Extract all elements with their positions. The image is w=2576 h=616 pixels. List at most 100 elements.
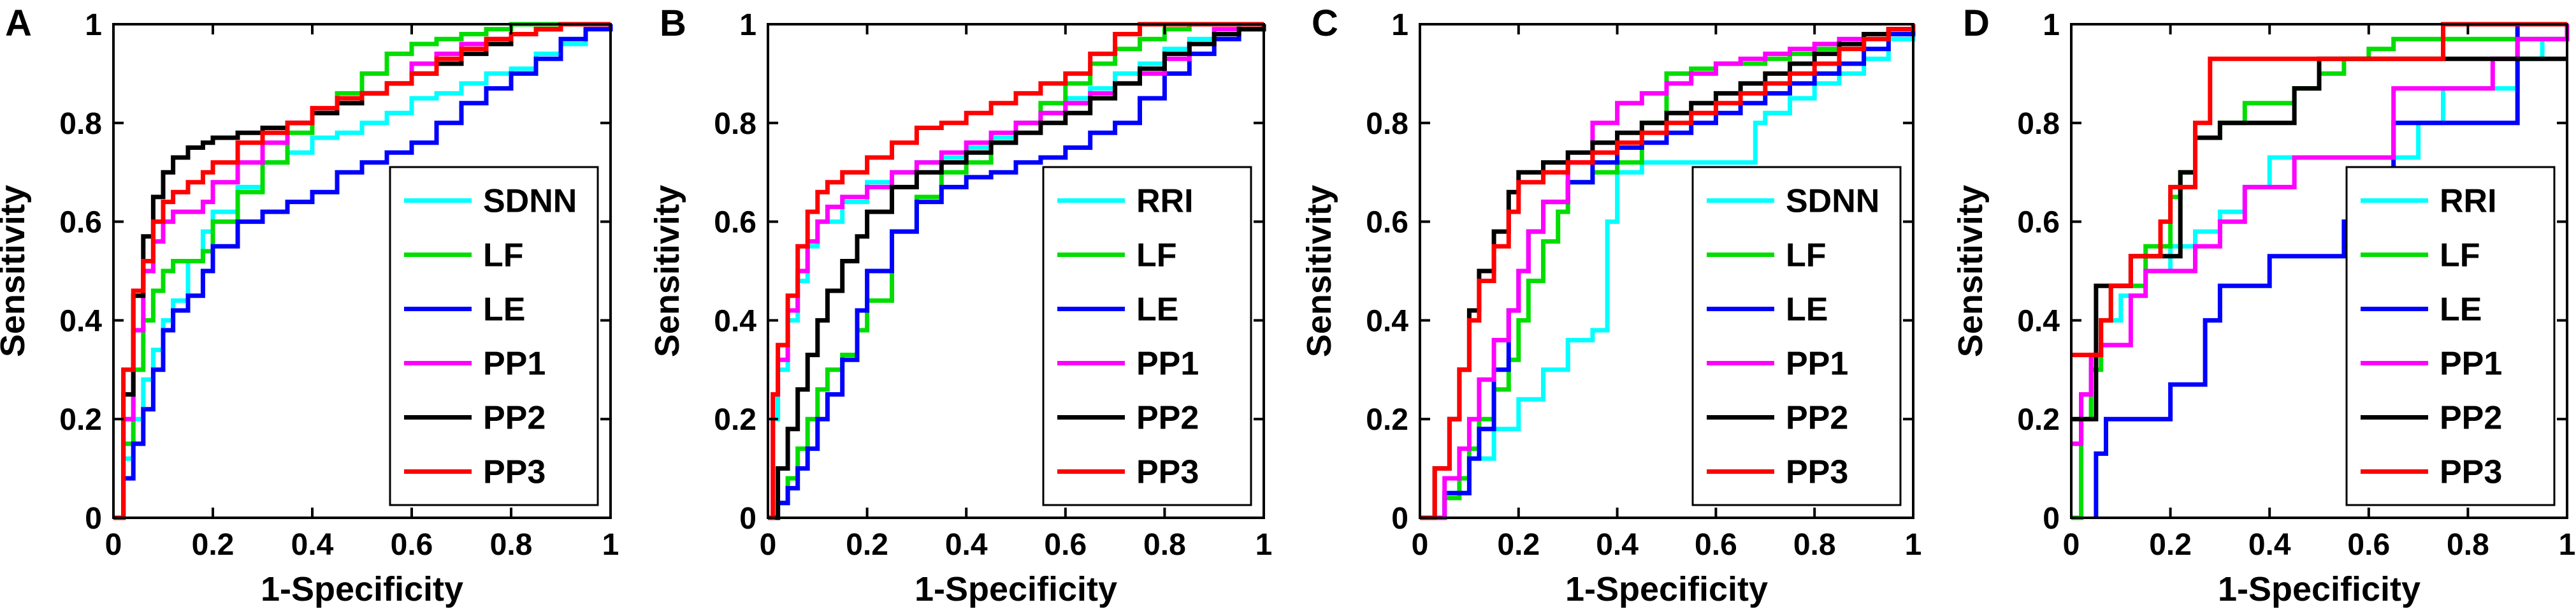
legend: RRI LF LE PP1 PP2 PP3 bbox=[1042, 166, 1252, 506]
y-tick-label: 0.6 bbox=[59, 206, 102, 240]
axes-frame bbox=[767, 23, 1265, 519]
x-tick-label: 1 bbox=[1255, 528, 1273, 562]
x-tick-label: 0 bbox=[760, 528, 777, 562]
y-tick-label: 1 bbox=[739, 8, 756, 42]
x-tick-label: 0 bbox=[2063, 528, 2080, 562]
legend-label-pp3: PP3 bbox=[1786, 454, 1848, 491]
y-axis-label: Sensitivity bbox=[1951, 185, 1990, 357]
x-tick-label: 0.4 bbox=[291, 528, 334, 562]
axes-frame bbox=[2070, 23, 2568, 519]
y-axis-label: Sensitivity bbox=[648, 185, 686, 357]
x-axis-label: 1-Specificity bbox=[915, 570, 1117, 608]
legend-label-pp1: PP1 bbox=[483, 346, 546, 383]
panel-label: B bbox=[660, 3, 686, 44]
series-line-pp2 bbox=[1420, 24, 1916, 520]
axes-frame bbox=[112, 23, 612, 519]
roc-panel-a: 00 0.2 0.2 0.4 0.4 0.6 0.6 0.8 0.8 1 1 1-Specificit… bbox=[0, 3, 619, 608]
series-line-le bbox=[113, 24, 613, 520]
y-tick-label: 0.2 bbox=[714, 403, 756, 437]
x-tick-label: 0 bbox=[105, 528, 122, 562]
legend-box bbox=[2345, 166, 2556, 506]
legend-label-pp2: PP2 bbox=[1786, 400, 1848, 437]
x-tick-label: 0.8 bbox=[490, 528, 533, 562]
legend-label-rri: RRI bbox=[1136, 183, 1194, 220]
legend-label-rri: RRI bbox=[2440, 183, 2497, 220]
y-tick-label: 1 bbox=[2043, 8, 2060, 42]
x-tick-label: 0.8 bbox=[2447, 528, 2489, 562]
x-tick-label: 0.6 bbox=[1044, 528, 1087, 562]
legend-label-sdnn: SDNN bbox=[483, 183, 577, 220]
legend: SDNN LF LE PP1 PP2 PP3 bbox=[1691, 166, 1902, 506]
x-tick-label: 0.4 bbox=[945, 528, 988, 562]
legend-label-le: LE bbox=[1786, 291, 1828, 328]
legend-label-le: LE bbox=[2440, 291, 2482, 328]
x-tick-label: 0 bbox=[1412, 528, 1429, 562]
y-tick-label: 0.8 bbox=[2017, 107, 2060, 141]
legend-label-lf: LF bbox=[1136, 237, 1177, 274]
x-axis-label: 1-Specificity bbox=[1565, 570, 1768, 608]
x-tick-label: 0.2 bbox=[2149, 528, 2192, 562]
series-line-le bbox=[2094, 22, 2543, 518]
legend-box bbox=[389, 166, 599, 506]
legend: SDNN LF LE PP1 PP2 PP3 bbox=[389, 166, 599, 506]
x-axis-label: 1-Specificity bbox=[261, 570, 463, 608]
legend-label-pp2: PP2 bbox=[1136, 400, 1199, 437]
legend-label-pp3: PP3 bbox=[2440, 454, 2502, 491]
y-tick-label: 0 bbox=[85, 502, 102, 536]
legend-label-pp1: PP1 bbox=[2440, 346, 2502, 383]
series-line-le bbox=[768, 24, 1266, 520]
x-tick-label: 0.4 bbox=[1596, 528, 1639, 562]
y-axis-label: Sensitivity bbox=[0, 185, 32, 357]
series-line-pp3 bbox=[768, 22, 1264, 520]
y-tick-label: 0 bbox=[1391, 502, 1408, 536]
panel-label: C bbox=[1312, 3, 1338, 44]
y-tick-label: 0.2 bbox=[59, 403, 102, 437]
y-tick-label: 0.4 bbox=[1366, 304, 1408, 338]
y-tick-label: 0.2 bbox=[1366, 403, 1408, 437]
y-tick-label: 0.6 bbox=[2017, 206, 2060, 240]
roc-panel-d: 00 0.2 0.2 0.4 0.4 0.6 0.6 0.8 0.8 1 1 1-Specificit… bbox=[1951, 3, 2575, 608]
legend-label-lf: LF bbox=[2440, 237, 2480, 274]
roc-panel-c: 00 0.2 0.2 0.4 0.4 0.6 0.6 0.8 0.8 1 1 1-Specificit… bbox=[1300, 3, 1921, 608]
y-tick-label: 1 bbox=[85, 8, 102, 42]
series-line-pp3 bbox=[113, 22, 611, 520]
x-axis-label: 1-Specificity bbox=[2218, 570, 2420, 608]
x-tick-label: 0.8 bbox=[1143, 528, 1186, 562]
legend-box bbox=[1042, 166, 1252, 506]
legend-label-lf: LF bbox=[483, 237, 524, 274]
legend-label-le: LE bbox=[483, 291, 525, 328]
x-tick-label: 0.2 bbox=[192, 528, 235, 562]
roc-panel-b: 00 0.2 0.2 0.4 0.4 0.6 0.6 0.8 0.8 1 1 1-Specificit… bbox=[648, 3, 1272, 608]
y-tick-label: 0.4 bbox=[714, 304, 756, 338]
panel-label: D bbox=[1963, 3, 1990, 44]
y-tick-label: 0 bbox=[739, 502, 756, 536]
series-line-sdnn bbox=[113, 24, 613, 520]
legend-label-pp2: PP2 bbox=[483, 400, 546, 437]
legend-label-pp1: PP1 bbox=[1786, 346, 1848, 383]
x-tick-label: 0.6 bbox=[391, 528, 433, 562]
series-line-pp1 bbox=[1420, 24, 1916, 520]
legend-box bbox=[1691, 166, 1902, 506]
legend: RRI LF LE PP1 PP2 PP3 bbox=[2345, 166, 2556, 506]
y-axis-label: Sensitivity bbox=[1300, 185, 1338, 357]
legend-label-pp2: PP2 bbox=[2440, 400, 2502, 437]
panel-label: A bbox=[5, 3, 32, 44]
legend-label-sdnn: SDNN bbox=[1786, 183, 1879, 220]
y-tick-label: 0.8 bbox=[1366, 107, 1408, 141]
series-line-le bbox=[1420, 24, 1916, 520]
y-tick-label: 0.2 bbox=[2017, 403, 2060, 437]
y-tick-label: 0.4 bbox=[2017, 304, 2060, 338]
x-tick-label: 0.2 bbox=[846, 528, 888, 562]
y-tick-label: 0 bbox=[2043, 502, 2060, 536]
legend-label-pp3: PP3 bbox=[483, 454, 546, 491]
y-tick-label: 0.6 bbox=[1366, 206, 1408, 240]
legend-label-le: LE bbox=[1136, 291, 1178, 328]
x-tick-label: 0.8 bbox=[1793, 528, 1836, 562]
legend-label-lf: LF bbox=[1786, 237, 1827, 274]
y-tick-label: 0.8 bbox=[59, 107, 102, 141]
x-tick-label: 0.6 bbox=[1695, 528, 1737, 562]
series-line-pp3 bbox=[2071, 22, 2567, 358]
series-line-lf bbox=[113, 22, 611, 520]
series-line-pp2 bbox=[768, 24, 1266, 520]
